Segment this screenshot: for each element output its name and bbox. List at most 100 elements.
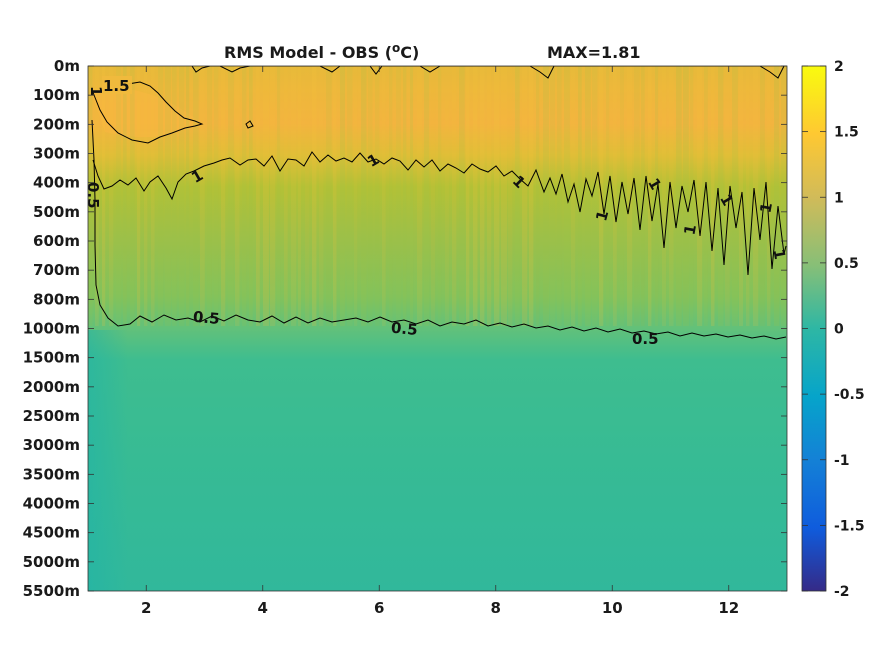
texture-stripe	[473, 66, 478, 326]
texture-stripe	[522, 66, 528, 326]
texture-stripe	[382, 66, 386, 326]
y-tick-label: 5000m	[23, 553, 80, 571]
texture-stripe	[403, 66, 407, 326]
texture-stripe	[221, 66, 226, 326]
y-tick-label: 4000m	[23, 495, 80, 513]
texture-stripe	[410, 66, 414, 326]
texture-stripe	[732, 66, 738, 326]
colorbar-tick-label: 2	[834, 59, 844, 75]
y-tick-label: 2000m	[23, 378, 80, 396]
heatmap-stripes	[88, 66, 787, 326]
contour-label-1-f: 1	[680, 223, 700, 236]
contour-label-1.5: 1.5	[103, 77, 130, 95]
y-tick-label: 4500m	[23, 524, 80, 542]
texture-stripe	[95, 66, 99, 326]
texture-stripe	[284, 66, 288, 326]
heatmap-field: 1.5 1 0.5 1 1 1 1 1 1 1 1 1 0.5 0.5 0.5	[84, 66, 789, 591]
colorbar-tick-label: 0	[834, 322, 844, 338]
texture-stripe	[543, 66, 549, 326]
texture-stripe	[88, 66, 93, 326]
texture-stripe	[557, 66, 562, 326]
texture-stripe	[592, 66, 598, 326]
y-tick-label: 200m	[33, 115, 80, 133]
texture-stripe	[459, 66, 465, 326]
chart-title: RMS Model - OBS (oC)	[224, 41, 419, 62]
texture-stripe	[648, 66, 652, 326]
texture-stripe	[606, 66, 610, 326]
texture-stripe	[515, 66, 520, 326]
colorbar-tick-label: 1	[834, 190, 844, 206]
texture-stripe	[760, 66, 765, 326]
texture-stripe	[613, 66, 617, 326]
texture-stripe	[249, 66, 253, 326]
colorbar-tick-label: -2	[834, 584, 850, 600]
colorbar: 2 1.5 1 0.5 0 -0.5 -1 -1.5 -2	[801, 59, 865, 600]
colorbar-tick-label: -1.5	[834, 518, 865, 534]
texture-stripe	[389, 66, 393, 326]
texture-stripe	[669, 66, 674, 326]
x-axis: 2 4 6 8 10 12	[141, 66, 739, 617]
texture-stripe	[774, 66, 780, 326]
y-tick-label: 5500m	[23, 582, 80, 600]
heatmap-hotspot	[92, 88, 200, 138]
y-tick-label: 300m	[33, 145, 80, 163]
y-tick-label: 3000m	[23, 436, 80, 454]
texture-stripe	[333, 66, 337, 326]
texture-stripe	[214, 66, 219, 326]
texture-stripe	[193, 66, 199, 326]
texture-stripe	[151, 66, 155, 326]
contour-label-0.5-c: 0.5	[632, 330, 659, 348]
y-tick-label: 100m	[33, 86, 80, 104]
texture-stripe	[242, 66, 247, 326]
contour-label-0.5-left: 0.5	[84, 182, 102, 209]
contour-top-edge	[191, 66, 785, 79]
texture-stripe	[466, 66, 470, 326]
y-tick-label: 0m	[54, 57, 80, 75]
texture-stripe	[585, 66, 591, 326]
texture-stripe	[480, 66, 485, 326]
texture-stripe	[158, 66, 164, 326]
texture-stripe	[704, 66, 708, 326]
x-tick-label: 12	[718, 599, 739, 617]
texture-stripe	[529, 66, 534, 326]
texture-stripe	[200, 66, 205, 326]
heatmap-background	[88, 66, 787, 591]
y-tick-label: 1000m	[23, 320, 80, 338]
colorbar-tick-label: -1	[834, 453, 850, 469]
texture-stripe	[375, 66, 380, 326]
texture-stripe	[144, 66, 148, 326]
texture-stripe	[326, 66, 332, 326]
texture-stripe	[487, 66, 492, 326]
texture-stripe	[627, 66, 633, 326]
texture-stripe	[683, 66, 689, 326]
texture-stripe	[354, 66, 358, 326]
contour-label-1-i: 1	[769, 247, 789, 260]
texture-stripe	[235, 66, 240, 326]
texture-stripe	[270, 66, 276, 326]
y-tick-label: 500m	[33, 203, 80, 221]
texture-stripe	[256, 66, 260, 326]
contour-label-1-d: 1	[592, 208, 612, 223]
texture-stripe	[368, 66, 373, 326]
texture-stripe	[494, 66, 500, 326]
texture-stripe	[298, 66, 302, 326]
texture-stripe	[396, 66, 401, 326]
contour-label-1-left: 1	[87, 86, 105, 96]
colorbar-tick-label: -0.5	[834, 387, 865, 403]
texture-stripe	[102, 66, 106, 326]
texture-stripe	[431, 66, 436, 326]
texture-stripe	[207, 66, 212, 326]
texture-stripe	[662, 66, 667, 326]
texture-stripe	[305, 66, 310, 326]
texture-stripe	[424, 66, 430, 326]
texture-stripe	[571, 66, 576, 326]
title-superscript: o	[392, 41, 400, 55]
texture-stripe	[172, 66, 177, 326]
texture-stripe	[536, 66, 540, 326]
texture-stripe	[277, 66, 281, 326]
contour-label-0.5-a: 0.5	[192, 308, 220, 328]
texture-stripe	[116, 66, 121, 326]
x-tick-label: 6	[374, 599, 384, 617]
colorbar-tick-label: 0.5	[834, 256, 859, 272]
